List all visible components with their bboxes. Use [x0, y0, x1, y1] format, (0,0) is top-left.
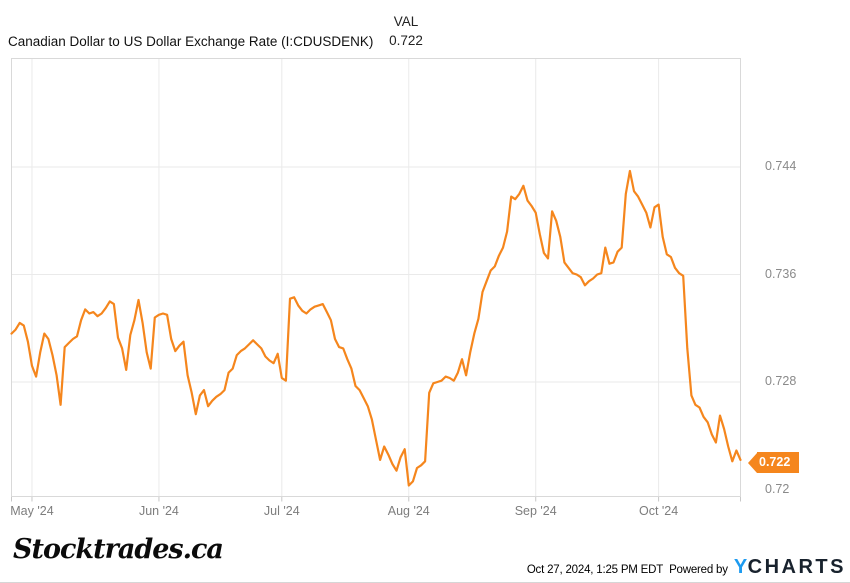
x-axis-label: Jun '24	[138, 504, 179, 518]
ycharts-logo-y: Y	[733, 556, 748, 578]
x-axis-label: Aug '24	[387, 504, 430, 518]
x-axis-label: May '24	[10, 504, 54, 518]
x-axis-label: Sep '24	[514, 504, 557, 518]
current-value-badge: 0.722	[748, 452, 800, 474]
ycharts-logo: YCHARTS	[734, 556, 846, 579]
price-line	[10, 169, 742, 487]
badge-arrow-icon	[748, 452, 757, 473]
plot-border	[11, 58, 741, 497]
powered-by-label: Powered by	[669, 564, 728, 576]
x-axis-label: Jul '24	[263, 504, 300, 518]
stocktrades-logo: Stocktrades.ca	[13, 534, 224, 565]
y-axis-label: 0.736	[765, 266, 797, 281]
footer-attribution: Oct 27, 2024, 1:25 PM EDT Powered by YCH…	[527, 556, 846, 579]
val-column-header: VAL	[393, 14, 419, 29]
ycharts-logo-charts: CHARTS	[747, 556, 846, 578]
timestamp: Oct 27, 2024, 1:25 PM EDT	[526, 564, 664, 576]
badge-value: 0.722	[757, 452, 800, 474]
x-axis-label: Oct '24	[638, 504, 679, 518]
y-axis-label: 0.744	[765, 159, 797, 173]
y-axis-label: 0.728	[765, 374, 797, 388]
y-axis-label: 0.72	[765, 481, 790, 496]
chart-title: Canadian Dollar to US Dollar Exchange Ra…	[8, 34, 374, 49]
val-current-value: 0.722	[389, 33, 423, 48]
